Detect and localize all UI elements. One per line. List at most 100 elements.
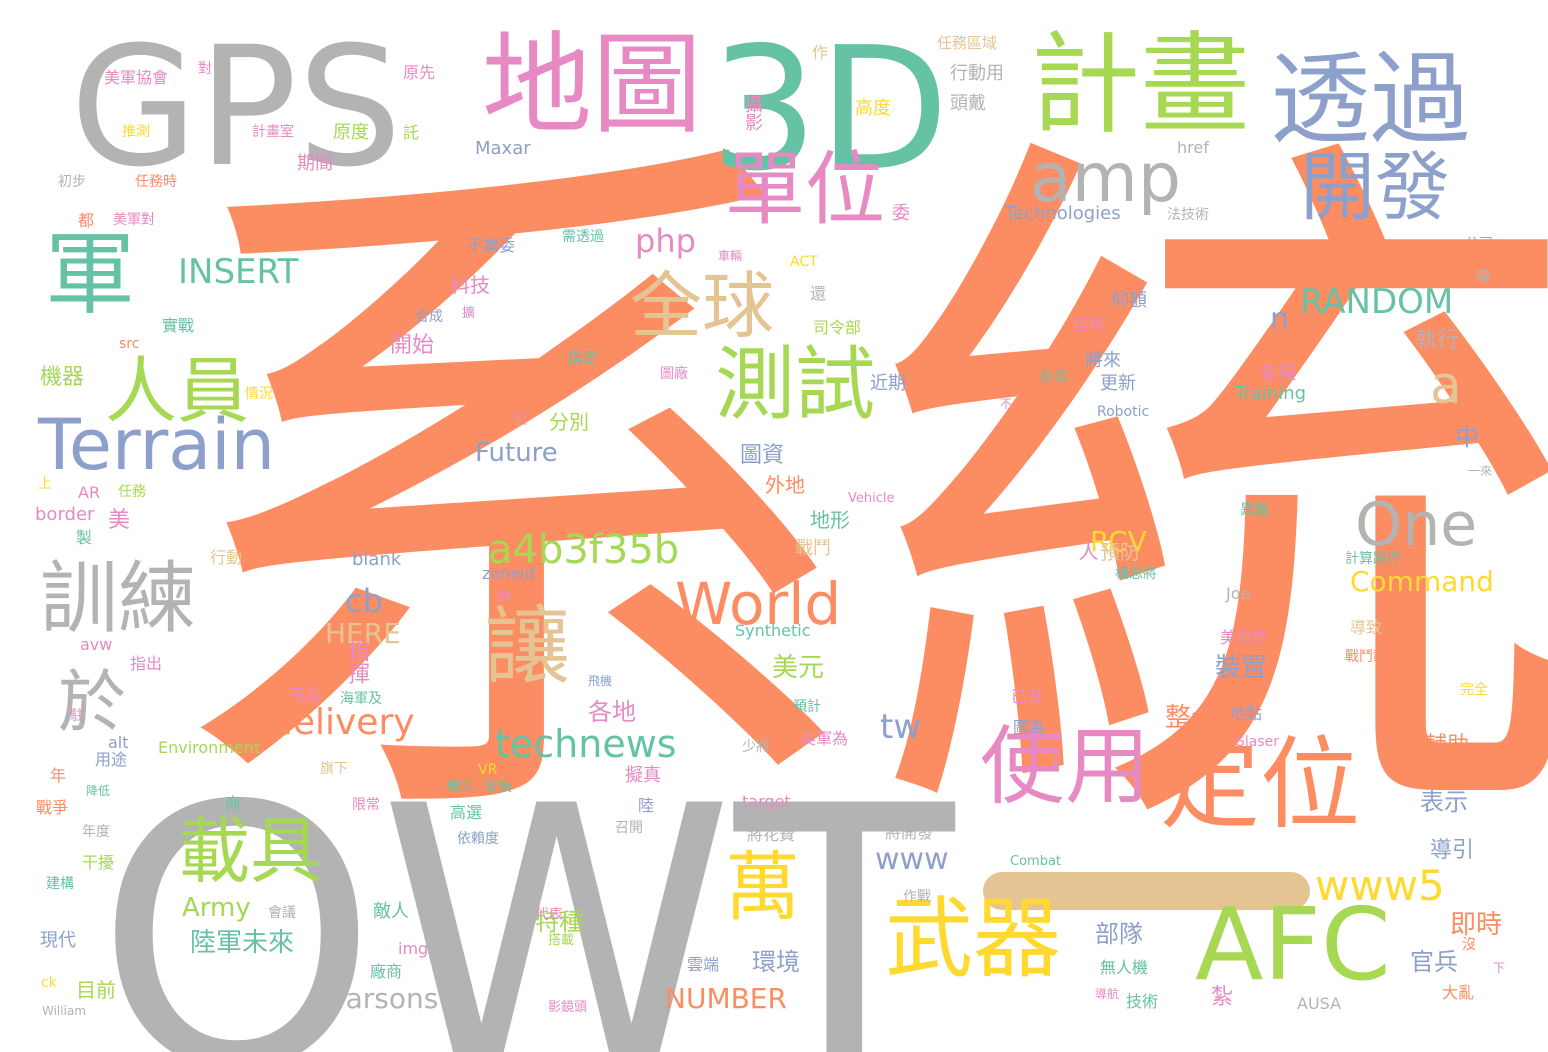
cloud-word: Parsons (330, 982, 439, 1015)
cloud-word: 合成 (415, 309, 443, 325)
cloud-word: INSERT (178, 252, 299, 292)
cloud-word: technews (495, 722, 677, 766)
cloud-word: 開始 (390, 333, 435, 358)
cloud-word: 海軍及 (340, 691, 382, 707)
cloud-word: Environment (158, 738, 261, 757)
cloud-word: 仰額 (1111, 290, 1147, 311)
cloud-word: 外地 (765, 473, 805, 497)
cloud-word: alt (108, 733, 129, 752)
cloud-word: AFC (1195, 886, 1391, 1003)
cloud-word: 搭載 (548, 933, 575, 948)
cloud-word: 敵人 (373, 901, 409, 922)
cloud-word: 召開 (615, 820, 643, 836)
cloud-word: 戰鬥載 (1345, 649, 1387, 665)
cloud-word: zoneid (482, 564, 535, 583)
cloud-word: 上 (38, 476, 52, 492)
cloud-word: 將花費 (747, 825, 796, 844)
cloud-word: ACT (790, 254, 818, 270)
cloud-word: 官兵 (1410, 948, 1458, 976)
cloud-word: 製 (76, 528, 93, 547)
cloud-word: Army (182, 893, 251, 923)
cloud-word: GPS (70, 11, 403, 203)
cloud-word: Vehicle (848, 491, 895, 506)
cloud-word: 都 (78, 211, 95, 230)
cloud-word: Robotic (1097, 404, 1150, 420)
cloud-word: 整合 (1165, 703, 1218, 733)
cloud-word: 下 (1493, 961, 1506, 975)
cloud-word: 技術 (1126, 992, 1159, 1011)
cloud-word: 機器 (40, 365, 85, 390)
cloud-word: 異趣 (1240, 502, 1268, 518)
cloud-word: 行動用 (950, 63, 1004, 84)
cloud-word: 單位 (725, 143, 885, 236)
cloud-word: 萬 (725, 843, 801, 931)
cloud-word: Glaser (1234, 734, 1279, 750)
cloud-word: 大亂 (1442, 983, 1475, 1002)
cloud-word: 駐 (70, 708, 84, 724)
cloud-word: OWT (95, 730, 955, 1052)
cloud-word: 測試 (715, 338, 875, 431)
cloud-word: VR (478, 762, 498, 778)
cloud-word: 指揮 (344, 640, 369, 684)
cloud-word: 構思將 (1115, 566, 1157, 582)
cloud-word: 推測 (122, 124, 150, 140)
cloud-word: www (875, 842, 949, 877)
cloud-word: 分別 (549, 410, 589, 434)
cloud-word: 預計 (793, 699, 821, 715)
cloud-word: 地形 (810, 508, 850, 532)
cloud-word: 飛機 (588, 674, 613, 688)
cloud-word: World (675, 570, 842, 638)
cloud-word: 將來 (1085, 350, 1121, 371)
cloud-word: 預防 (1100, 540, 1140, 564)
cloud-word: 陸 (638, 796, 655, 815)
cloud-word: target (742, 792, 791, 811)
cloud-word: 一來 (1468, 464, 1493, 478)
cloud-word: 擬真 (625, 765, 661, 786)
cloud-word: Combat (1010, 854, 1062, 869)
cloud-word: img (398, 939, 429, 958)
cloud-word: 委 (892, 203, 910, 224)
cloud-word: 於 (58, 664, 127, 743)
cloud-word: 紮 (1211, 985, 1234, 1010)
cloud-word: 降低 (86, 784, 111, 798)
cloud-word: n (1270, 302, 1290, 337)
cloud-word: 商 (225, 794, 242, 813)
cloud-word: 將開發 (885, 823, 934, 842)
cloud-word: 陸軍未來 (190, 928, 295, 958)
cloud-word: 目前 (76, 978, 116, 1002)
cloud-word: 開發 (1300, 143, 1451, 231)
cloud-word: 高度 (855, 98, 891, 119)
cloud-word: 系統 (150, 81, 1548, 919)
cloud-word: 任務區域 (937, 34, 998, 52)
cloud-word: 人員 (105, 349, 250, 433)
cloud-word: 年度 (82, 824, 110, 840)
cloud-word: 頭戴 (950, 93, 986, 114)
cloud-word: 情況 (245, 386, 273, 402)
cloud-word: 託 (403, 123, 420, 142)
cloud-word: 指出 (130, 654, 163, 673)
cloud-word: 需透過 (562, 229, 604, 245)
cloud-word: William (42, 1004, 86, 1018)
cloud-word: 特種 (535, 908, 583, 936)
cloud-word: 中 (1455, 423, 1479, 451)
cloud-word: 指定 (567, 348, 600, 367)
cloud-word: www5 (1315, 861, 1445, 910)
cloud-word: 高選 (450, 803, 483, 822)
cloud-word: 無人機 (1100, 958, 1149, 977)
cloud-word: 不論委 (467, 236, 516, 255)
cloud-word: 圖為 (1013, 718, 1046, 737)
cloud-word: tw (880, 707, 922, 747)
cloud-word: RCV (1090, 525, 1147, 558)
cloud-word: 表示 (1420, 788, 1468, 816)
cloud-word: 安裝 (484, 779, 512, 795)
cloud-word: border (35, 504, 95, 525)
cloud-word: 廠商 (370, 962, 403, 981)
cloud-word: 原度 (333, 122, 369, 143)
cloud-word: 科技 (450, 273, 490, 297)
cloud-word: 更新 (1100, 373, 1136, 394)
cloud-word: 具 (1048, 753, 1061, 767)
cloud-word: a (1430, 356, 1462, 416)
cloud-word: src (119, 336, 140, 352)
cloud-word: Joe (1226, 584, 1251, 603)
cloud-word: 計算路徑 (1345, 551, 1401, 567)
